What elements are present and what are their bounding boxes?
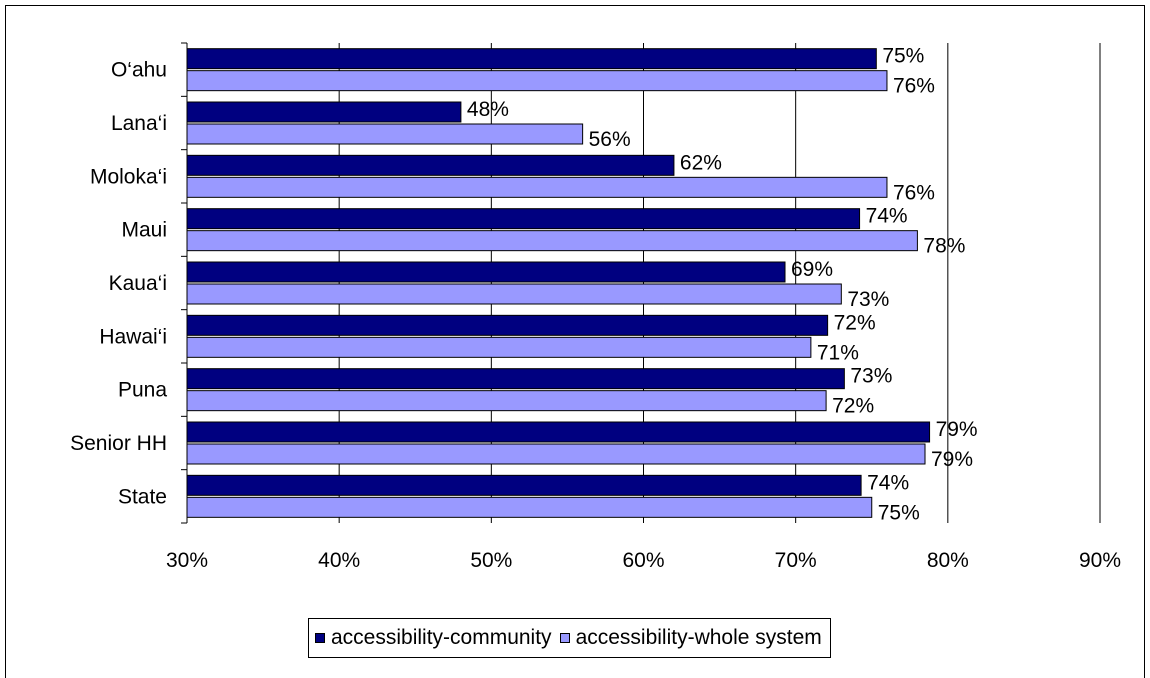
data-label: 79% xyxy=(931,448,973,471)
x-tick-label: 70% xyxy=(775,549,817,572)
legend-swatch-whole-system xyxy=(559,633,570,643)
data-label: 78% xyxy=(923,235,965,258)
bar-community xyxy=(186,261,786,283)
legend: accessibility-community accessibility-wh… xyxy=(308,618,831,658)
category-label: Moloka‘i xyxy=(90,165,167,188)
x-tick-label: 50% xyxy=(470,549,512,572)
gridlines xyxy=(338,43,1101,523)
category-label: Puna xyxy=(118,379,167,402)
data-label: 62% xyxy=(680,151,722,174)
category-axis: O‘ahu Lana‘i Moloka‘i Maui Kaua‘i Hawai‘i Puna… xyxy=(70,59,167,509)
bar-whole-system xyxy=(186,123,584,145)
data-label: 73% xyxy=(850,365,892,388)
bar-community xyxy=(186,368,845,390)
bar-whole-system xyxy=(186,336,812,358)
bar-whole-system xyxy=(186,443,926,465)
bar-whole-system xyxy=(186,70,888,92)
data-label: 56% xyxy=(589,128,631,151)
data-labels: 75%76%48%56%62%76%74%78%69%73%72%71%73%7… xyxy=(467,45,978,525)
data-label: 69% xyxy=(791,258,833,281)
x-tick-label: 80% xyxy=(927,549,969,572)
x-tick-label: 90% xyxy=(1079,549,1121,572)
bar-community xyxy=(186,101,462,123)
data-label: 73% xyxy=(847,288,889,311)
data-label: 75% xyxy=(882,45,924,68)
category-label: O‘ahu xyxy=(111,59,167,82)
x-tick-label: 60% xyxy=(622,549,664,572)
x-tick-label: 40% xyxy=(318,549,360,572)
category-label: Maui xyxy=(121,219,167,242)
data-label: 76% xyxy=(893,181,935,204)
bar-whole-system xyxy=(186,283,842,305)
legend-label-community: accessibility-community xyxy=(331,626,552,649)
bar-community xyxy=(186,421,931,443)
legend-item-community: accessibility-community xyxy=(315,626,552,650)
category-label: State xyxy=(118,485,167,508)
bar-whole-system xyxy=(186,176,888,198)
data-label: 74% xyxy=(866,205,908,228)
bar-community xyxy=(186,314,829,336)
chart-frame xyxy=(5,5,1145,678)
data-label: 72% xyxy=(832,395,874,418)
bars xyxy=(186,48,931,518)
bar-whole-system xyxy=(186,230,918,252)
data-label: 48% xyxy=(467,98,509,121)
data-label: 72% xyxy=(834,311,876,334)
data-label: 71% xyxy=(817,341,859,364)
bar-community xyxy=(186,474,862,496)
x-tick-label: 30% xyxy=(166,549,208,572)
bar-community xyxy=(186,208,861,230)
bar-community xyxy=(186,154,675,176)
bar-whole-system xyxy=(186,390,827,412)
data-label: 75% xyxy=(878,501,920,524)
category-label: Kaua‘i xyxy=(109,272,167,295)
legend-item-whole-system: accessibility-whole system xyxy=(559,626,822,650)
value-axis: 30% 40% 50% 60% 70% 80% 90% xyxy=(166,42,1121,572)
data-label: 74% xyxy=(867,471,909,494)
bar-whole-system xyxy=(186,496,873,518)
legend-label-whole-system: accessibility-whole system xyxy=(575,626,822,649)
data-label: 79% xyxy=(936,418,978,441)
category-label: Hawai‘i xyxy=(99,325,167,348)
category-label: Senior HH xyxy=(70,432,167,455)
bar-community xyxy=(186,48,877,70)
data-label: 76% xyxy=(893,75,935,98)
category-label: Lana‘i xyxy=(111,112,167,135)
legend-swatch-community xyxy=(315,633,325,643)
